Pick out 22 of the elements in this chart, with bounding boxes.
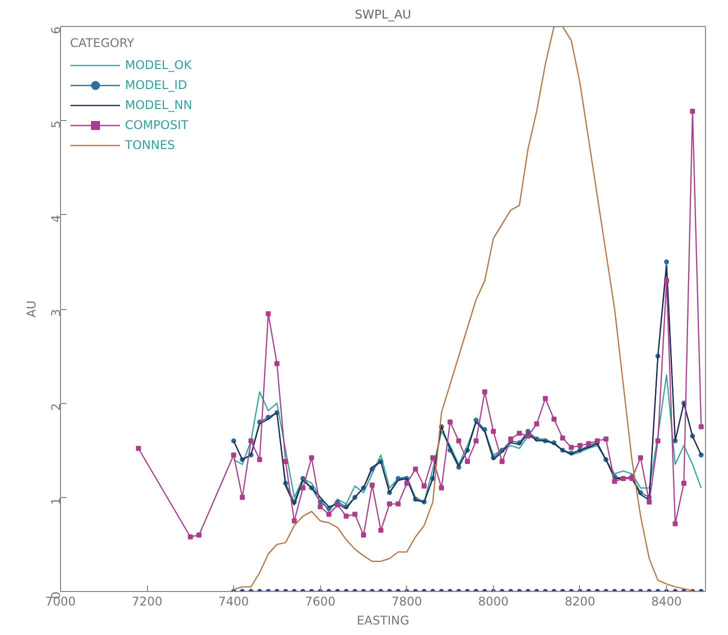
x-tick-label: 7800	[392, 594, 422, 608]
y-tick-label: 4	[49, 214, 63, 222]
legend-label: TONNES	[125, 138, 175, 152]
x-tick-label: 8000	[478, 594, 509, 608]
x-tick-label: 7600	[304, 594, 336, 608]
legend-label: MODEL_ID	[125, 78, 188, 92]
legend-title: CATEGORY	[70, 36, 136, 50]
y-tick-label: 6	[49, 26, 63, 34]
y-tick-label: 3	[49, 308, 63, 317]
y-tick-label: 5	[49, 120, 63, 128]
x-tick-label: 8400	[651, 594, 682, 608]
x-tick-label: 7200	[132, 594, 162, 608]
legend-label: MODEL_NN	[125, 98, 192, 112]
legend-label: COMPOSIT	[125, 118, 188, 132]
x-tick-label: 8200	[564, 594, 596, 608]
y-tick-label: 2	[49, 403, 63, 411]
y-tick-label: 1	[49, 497, 63, 505]
y-axis-title: AU	[24, 300, 38, 318]
x-axis-title: EASTING	[356, 614, 410, 628]
legend-label: MODEL_OK	[125, 58, 192, 72]
chart-title: SWPL_AU	[354, 8, 412, 22]
x-tick-label: 7400	[218, 594, 249, 608]
